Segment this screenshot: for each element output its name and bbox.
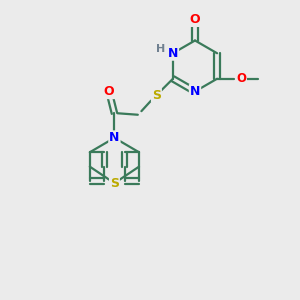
Text: N: N: [109, 131, 120, 144]
Text: O: O: [104, 85, 114, 98]
Text: N: N: [168, 47, 178, 60]
Text: O: O: [236, 72, 246, 85]
Text: S: S: [110, 177, 119, 190]
Text: O: O: [190, 13, 200, 26]
Text: S: S: [152, 89, 161, 102]
Text: H: H: [156, 44, 165, 54]
Text: N: N: [190, 85, 200, 98]
